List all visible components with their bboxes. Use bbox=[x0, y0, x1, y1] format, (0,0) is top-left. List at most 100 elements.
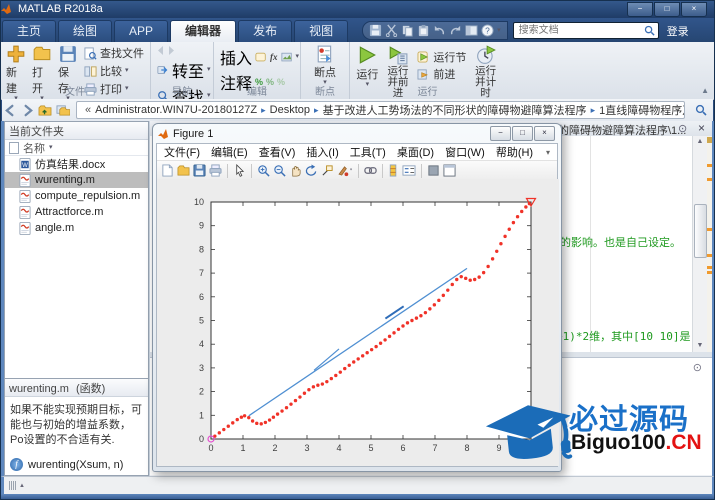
save-figure-icon[interactable] bbox=[193, 164, 206, 177]
status-grip-icon[interactable]: ▲ bbox=[9, 481, 25, 490]
browse-folder-icon[interactable] bbox=[56, 104, 70, 117]
back-forward-icons[interactable] bbox=[157, 45, 181, 56]
menu-edit[interactable]: 编辑(E) bbox=[211, 147, 248, 159]
file-list-header[interactable]: 名称 ▾ bbox=[5, 140, 148, 156]
scroll-up-icon[interactable]: ▲ bbox=[696, 138, 704, 145]
link-plot-icon[interactable] bbox=[364, 164, 377, 177]
tab-view[interactable]: 视图 bbox=[294, 20, 349, 42]
comment-row[interactable]: 注释 % % % bbox=[220, 70, 285, 94]
find-files-button[interactable]: 查找文件 bbox=[84, 45, 144, 61]
breadcrumb-segment-folder[interactable]: 1直线障碍物程序及结果 bbox=[599, 105, 684, 117]
data-cursor-icon[interactable] bbox=[321, 164, 334, 177]
undo-icon[interactable] bbox=[433, 24, 446, 37]
maximize-button[interactable]: □ bbox=[654, 1, 680, 17]
figure-plot[interactable]: 0 1 2 3 4 5 6 7 8 9 10 0 1 2 3 4 5 6 7 8 9 10 bbox=[157, 179, 559, 466]
breadcrumb-segment-desktop[interactable]: Desktop bbox=[269, 104, 311, 116]
save-button[interactable]: 保存 ▾ bbox=[58, 45, 78, 102]
dock-figure-icon[interactable] bbox=[427, 164, 440, 177]
menu-help[interactable]: 帮助(H) bbox=[495, 147, 534, 159]
login-button[interactable]: 登录 bbox=[666, 26, 689, 38]
help-icon[interactable]: ? bbox=[481, 24, 494, 37]
breadcrumb-segment-user[interactable]: Administrator.WIN7U-20180127Z bbox=[95, 104, 258, 116]
scroll-down-icon[interactable]: ▼ bbox=[696, 342, 704, 349]
nav-forward-icon[interactable] bbox=[21, 104, 34, 117]
insert-legend-icon[interactable] bbox=[402, 164, 416, 177]
tab-apps[interactable]: APP bbox=[114, 20, 169, 42]
editor-tab[interactable]: 的障碍物避障算法程序\1... bbox=[558, 125, 687, 137]
command-window-menu-icon[interactable]: ⊙ bbox=[692, 362, 702, 374]
quickbar-dropdown-icon[interactable]: ▾ bbox=[497, 26, 501, 34]
breakpoints-button[interactable]: 断点 ▾ bbox=[308, 45, 342, 86]
copy-icon[interactable] bbox=[401, 24, 414, 37]
nav-back-icon[interactable] bbox=[4, 104, 17, 117]
layout-icon[interactable] bbox=[465, 24, 478, 37]
breadcrumb-segment-project[interactable]: 基于改进人工势场法的不同形状的障碍物避障算法程序 bbox=[322, 105, 587, 117]
menu-tools[interactable]: 工具(T) bbox=[349, 147, 386, 159]
figure-maximize-button[interactable]: □ bbox=[512, 126, 533, 141]
advance-button[interactable]: 前进 bbox=[417, 66, 466, 82]
new-button[interactable]: 新建 ▾ bbox=[6, 45, 26, 102]
brush-icon[interactable] bbox=[337, 164, 353, 177]
open-file-icon[interactable] bbox=[177, 164, 190, 177]
menu-pin-icon[interactable]: ▾ bbox=[545, 147, 550, 157]
pointer-icon[interactable] bbox=[233, 164, 246, 177]
menu-window[interactable]: 窗口(W) bbox=[445, 147, 485, 159]
goto-button[interactable]: 转至 ▾ bbox=[157, 58, 211, 82]
rotate-3d-icon[interactable] bbox=[305, 164, 318, 177]
run-time-button[interactable]: 运行并计时 bbox=[472, 45, 499, 99]
menu-view[interactable]: 查看(V) bbox=[258, 147, 296, 159]
tab-home[interactable]: 主页 bbox=[2, 20, 57, 42]
print-button[interactable]: 打印 ▾ bbox=[84, 81, 144, 97]
message-summary-box[interactable] bbox=[707, 137, 712, 143]
run-advance-button[interactable]: 运行并前进 bbox=[385, 45, 412, 99]
insert-row[interactable]: 插入 fx ▾ bbox=[220, 45, 299, 69]
cut-icon[interactable] bbox=[385, 24, 398, 37]
menu-insert[interactable]: 插入(I) bbox=[306, 147, 339, 159]
figure-minimize-button[interactable]: − bbox=[490, 126, 511, 141]
figure-window[interactable]: Figure 1 − □ × 文件(F) 编辑(E) 查看(V) 插入(I) 工… bbox=[152, 123, 562, 472]
tab-plots[interactable]: 绘图 bbox=[58, 20, 113, 42]
run-button[interactable]: 运行 ▾ bbox=[356, 45, 379, 88]
ribbon-collapse-icon[interactable]: ▲ bbox=[701, 86, 709, 95]
editor-close-icon[interactable]: × bbox=[698, 121, 706, 135]
breadcrumb[interactable]: « Administrator.WIN7U-20180127Z ▸ Deskto… bbox=[76, 101, 685, 119]
warning-mark[interactable] bbox=[707, 164, 712, 167]
new-figure-icon[interactable] bbox=[161, 164, 174, 177]
file-row[interactable]: compute_repulsion.m bbox=[5, 188, 148, 204]
close-button[interactable]: × bbox=[681, 1, 707, 17]
editor-scrollbar[interactable]: ▲ ▼ bbox=[692, 136, 707, 352]
warning-mark[interactable] bbox=[707, 228, 712, 231]
open-button[interactable]: 打开 ▾ bbox=[32, 45, 52, 102]
search-input[interactable] bbox=[516, 24, 644, 37]
insert-colorbar-icon[interactable] bbox=[388, 164, 399, 177]
warning-mark[interactable] bbox=[707, 178, 712, 181]
menu-file[interactable]: 文件(F) bbox=[164, 147, 201, 159]
warning-mark[interactable] bbox=[707, 254, 712, 257]
folder-search-icon[interactable] bbox=[695, 104, 707, 116]
file-row[interactable]: Attractforce.m bbox=[5, 204, 148, 220]
menu-desktop[interactable]: 桌面(D) bbox=[396, 147, 435, 159]
tab-publish[interactable]: 发布 bbox=[238, 20, 293, 42]
zoom-out-icon[interactable] bbox=[273, 164, 286, 177]
redo-icon[interactable] bbox=[449, 24, 462, 37]
print-figure-icon[interactable] bbox=[209, 164, 222, 177]
save-icon[interactable] bbox=[369, 24, 382, 37]
minimize-button[interactable]: − bbox=[627, 1, 653, 17]
tab-editor[interactable]: 编辑器 bbox=[170, 20, 237, 42]
warning-mark[interactable] bbox=[707, 271, 712, 274]
warning-mark[interactable] bbox=[707, 266, 712, 269]
file-row-selected[interactable]: wurenting.m bbox=[5, 172, 148, 188]
zoom-in-icon[interactable] bbox=[257, 164, 270, 177]
function-signature-row[interactable]: f wurenting(Xsum, n) bbox=[5, 454, 148, 475]
figure-canvas[interactable]: 0 1 2 3 4 5 6 7 8 9 10 0 1 2 3 4 5 6 7 8 9 10 bbox=[157, 179, 559, 466]
editor-panel-menu-icon[interactable]: ⊙ bbox=[678, 123, 688, 135]
up-folder-icon[interactable] bbox=[38, 104, 52, 117]
figure-titlebar[interactable]: Figure 1 − □ × bbox=[153, 124, 561, 143]
figure-close-button[interactable]: × bbox=[534, 126, 555, 141]
file-row[interactable]: angle.m bbox=[5, 220, 148, 236]
run-section-button[interactable]: 运行节 bbox=[417, 49, 466, 65]
pan-hand-icon[interactable] bbox=[289, 164, 302, 177]
paste-icon[interactable] bbox=[417, 24, 430, 37]
undock-figure-icon[interactable] bbox=[443, 164, 456, 177]
search-icon[interactable] bbox=[644, 25, 655, 36]
